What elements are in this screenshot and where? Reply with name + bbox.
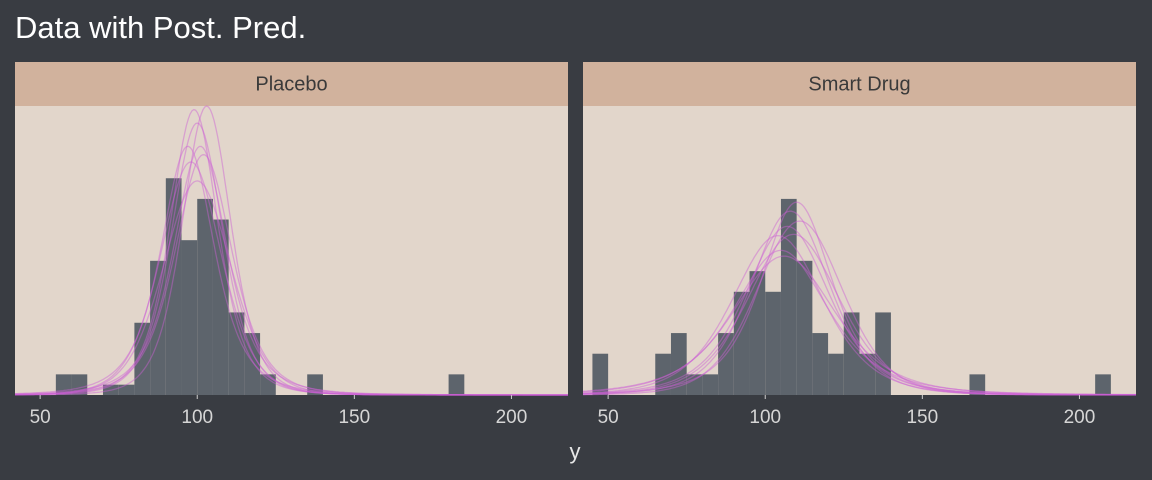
bar bbox=[260, 374, 276, 395]
bar bbox=[134, 322, 151, 395]
bar bbox=[702, 374, 719, 395]
posterior-curve bbox=[14, 105, 568, 396]
posterior-curve bbox=[582, 255, 1136, 396]
bar bbox=[165, 178, 182, 395]
x-tick-label: 50 bbox=[30, 407, 51, 428]
bar bbox=[448, 374, 465, 395]
bar bbox=[228, 312, 245, 395]
bar bbox=[859, 353, 876, 395]
bar bbox=[212, 219, 229, 395]
facet-label: Smart Drug bbox=[808, 73, 910, 95]
x-tick-label: 200 bbox=[496, 407, 528, 428]
bar bbox=[718, 333, 734, 395]
bar bbox=[670, 333, 687, 395]
x-tick-label: 150 bbox=[338, 407, 370, 428]
bar bbox=[969, 374, 986, 395]
bar bbox=[150, 260, 166, 395]
x-tick-label: 100 bbox=[749, 407, 781, 428]
bar bbox=[843, 312, 860, 395]
x-tick-label: 150 bbox=[906, 407, 938, 428]
facet-label: Placebo bbox=[255, 73, 327, 95]
chart-title: Data with Post. Pred. bbox=[15, 10, 306, 45]
posterior-curve bbox=[582, 225, 1137, 396]
posterior-curve bbox=[582, 249, 1136, 396]
bar bbox=[1095, 374, 1111, 395]
posterior-curve bbox=[583, 210, 1136, 396]
bar bbox=[796, 260, 813, 395]
bar bbox=[244, 333, 261, 395]
posterior-curve bbox=[583, 233, 1136, 396]
posterior-curve bbox=[15, 145, 568, 396]
bar bbox=[71, 374, 88, 395]
bar bbox=[812, 333, 829, 395]
bar bbox=[118, 384, 135, 395]
bar bbox=[875, 312, 891, 395]
posterior-curve bbox=[14, 122, 568, 396]
bar bbox=[102, 384, 119, 395]
bar bbox=[828, 353, 844, 395]
bar bbox=[197, 198, 213, 395]
posterior-curve bbox=[15, 145, 568, 396]
x-tick-label: 50 bbox=[598, 407, 619, 428]
bar bbox=[592, 353, 609, 395]
posterior-curve bbox=[583, 220, 1136, 396]
posterior-curve bbox=[15, 154, 568, 396]
bar bbox=[780, 198, 797, 395]
posterior-curve bbox=[15, 161, 568, 396]
posterior-curve bbox=[582, 235, 1136, 396]
bar bbox=[307, 374, 323, 395]
bar bbox=[181, 240, 198, 395]
posterior-curve bbox=[582, 201, 1137, 396]
bar bbox=[655, 353, 671, 395]
bar bbox=[55, 374, 72, 395]
posterior-curve bbox=[15, 108, 568, 396]
strip bbox=[583, 62, 1136, 106]
x-tick-label: 100 bbox=[181, 407, 213, 428]
posterior-curve bbox=[15, 180, 568, 396]
x-axis-label: y bbox=[570, 439, 581, 464]
bar bbox=[686, 374, 703, 395]
bar bbox=[749, 271, 766, 395]
strip bbox=[15, 62, 568, 106]
bar bbox=[733, 291, 750, 395]
bar bbox=[765, 291, 781, 395]
panel bbox=[15, 106, 568, 395]
x-tick-label: 200 bbox=[1064, 407, 1096, 428]
